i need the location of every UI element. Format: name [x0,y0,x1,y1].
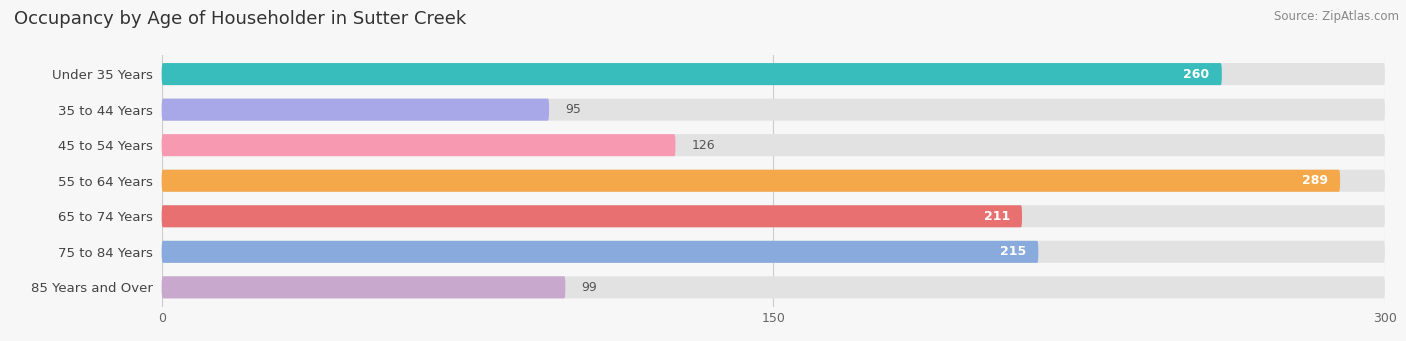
FancyBboxPatch shape [162,134,675,156]
Text: 126: 126 [692,139,716,152]
Text: 215: 215 [1000,245,1026,258]
FancyBboxPatch shape [162,99,1385,121]
FancyBboxPatch shape [162,205,1385,227]
FancyBboxPatch shape [162,170,1385,192]
FancyBboxPatch shape [162,241,1385,263]
FancyBboxPatch shape [162,99,548,121]
FancyBboxPatch shape [162,276,565,298]
Text: 211: 211 [984,210,1010,223]
FancyBboxPatch shape [162,63,1385,85]
FancyBboxPatch shape [162,205,1022,227]
Text: Source: ZipAtlas.com: Source: ZipAtlas.com [1274,10,1399,23]
Text: 260: 260 [1184,68,1209,80]
FancyBboxPatch shape [162,276,1385,298]
Text: Occupancy by Age of Householder in Sutter Creek: Occupancy by Age of Householder in Sutte… [14,10,467,28]
FancyBboxPatch shape [162,241,1038,263]
FancyBboxPatch shape [162,134,1385,156]
Text: 95: 95 [565,103,581,116]
Text: 289: 289 [1302,174,1327,187]
FancyBboxPatch shape [162,63,1222,85]
Text: 99: 99 [582,281,598,294]
FancyBboxPatch shape [162,170,1340,192]
